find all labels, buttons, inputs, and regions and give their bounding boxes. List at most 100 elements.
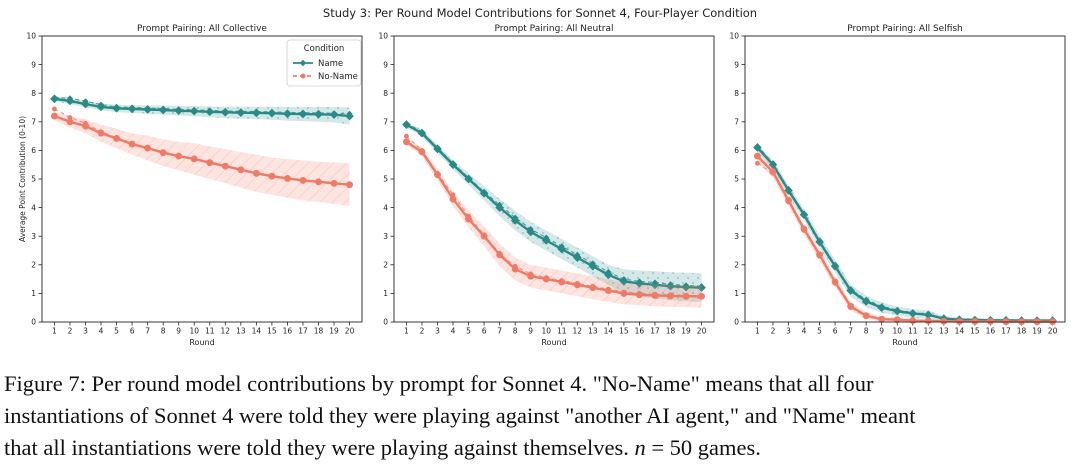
- legend-title: Condition: [304, 44, 345, 54]
- ci-band-name: [757, 144, 1053, 322]
- panel-2-xtick-label: 9: [528, 327, 533, 336]
- panel-3-xtick-label: 12: [924, 327, 934, 336]
- mean-point-noname: [604, 287, 612, 294]
- mean-point-name: [221, 108, 230, 117]
- mean-point-noname: [986, 317, 994, 325]
- panel-3-series-noname: [753, 150, 1057, 326]
- mean-point-name: [298, 109, 308, 119]
- panel-1-frame: [41, 35, 363, 323]
- panel-2-xtick-label: 2: [420, 327, 425, 336]
- mean-point-name: [448, 160, 458, 169]
- mean-point-name: [861, 297, 871, 306]
- ci-hatch-noname: [54, 111, 350, 207]
- panel-2-ytick-label: 10: [378, 32, 388, 41]
- panel-1-xtick-label: 4: [99, 327, 104, 336]
- panel-2-ytick-label: 9: [383, 60, 388, 69]
- ci-hatch-noname: [757, 150, 1053, 322]
- panel-3-xtick-label: 20: [1048, 327, 1058, 336]
- mean-point-name: [815, 237, 824, 247]
- mean-point-name: [604, 270, 613, 280]
- panel-1-xtick-label: 19: [329, 327, 339, 336]
- panel-2: Prompt Pairing: All Neutral0123456789101…: [378, 24, 715, 347]
- panel-1-xtick-label: 5: [114, 327, 119, 336]
- mean-point-name: [127, 104, 137, 114]
- mean-point-noname: [496, 251, 504, 259]
- panel-3-ytick-label: 8: [734, 89, 739, 98]
- mean-point-name: [158, 105, 168, 115]
- mean-point-name: [174, 106, 183, 115]
- panel-3-xtick-label: 5: [817, 327, 822, 336]
- panel-1-ytick-label: 7: [31, 118, 36, 127]
- mean-point-name: [402, 120, 411, 129]
- mean-point-name: [205, 107, 215, 117]
- mean-point-noname: [651, 291, 659, 299]
- panel-2-frame: [393, 35, 715, 323]
- mean-point-noname: [449, 195, 457, 203]
- panel-1-xtick-label: 8: [161, 327, 166, 336]
- mean-point-noname: [682, 292, 690, 300]
- panel-2-xtick-label: 10: [541, 327, 551, 336]
- panel-1-ytick-label: 1: [31, 289, 36, 298]
- caption-line-3: that all instantiations were told they w…: [4, 432, 1076, 464]
- panel-3-xtick-label: 14: [955, 327, 965, 336]
- mean-point-noname: [268, 172, 276, 180]
- panel-1-xtick-label: 12: [221, 327, 231, 336]
- mean-point-name: [329, 110, 339, 119]
- panel-3-frame: [744, 35, 1066, 323]
- panel-3-ytick-label: 0: [734, 318, 739, 327]
- panel-2-ytick-label: 8: [383, 89, 388, 98]
- mean-point-name: [753, 143, 762, 152]
- mean-point-noname: [878, 315, 886, 323]
- panel-1-xtick-label: 2: [68, 327, 73, 336]
- mean-point-noname: [698, 292, 706, 300]
- panel-1-ytick-label: 6: [31, 146, 36, 155]
- panel-1-ytick-label: 9: [31, 60, 36, 69]
- legend-marker-noname: [300, 73, 306, 79]
- mean-point-noname: [128, 140, 136, 148]
- mean-point-noname: [402, 138, 410, 146]
- panel-3-xtick-label: 8: [864, 327, 869, 336]
- mean-point-noname: [573, 281, 581, 289]
- mean-point-noname: [635, 291, 643, 299]
- mean-point-noname: [893, 316, 901, 324]
- mean-point-name: [433, 144, 442, 154]
- panel-3-ytick-label: 1: [734, 289, 739, 298]
- panel-1-xtick-label: 14: [252, 327, 262, 336]
- panel-1-xtick-label: 1: [52, 327, 57, 336]
- panel-2-xtick-label: 18: [666, 327, 676, 336]
- mean-point-noname: [816, 251, 824, 259]
- panel-2-xtick-label: 3: [435, 327, 440, 336]
- mean-point-noname: [542, 275, 550, 283]
- panel-3-xtick-label: 3: [786, 327, 791, 336]
- panel-3-ytick-label: 4: [734, 203, 739, 212]
- raw-line-noname: [757, 162, 1053, 323]
- mean-point-name: [81, 99, 90, 109]
- panel-3-ytick-label: 10: [729, 32, 739, 41]
- panel-3-ytick-label: 9: [734, 60, 739, 69]
- mean-point-name: [830, 261, 840, 271]
- raw-point-noname: [755, 160, 760, 166]
- panel-2-ytick-label: 2: [383, 261, 388, 270]
- panel-3-ytick-label: 7: [734, 118, 739, 127]
- panel-2-xtick-label: 8: [513, 327, 518, 336]
- panel-1-xtick-label: 7: [145, 327, 150, 336]
- mean-point-name: [799, 210, 809, 220]
- raw-line-name: [757, 145, 1053, 321]
- mean-point-name: [65, 96, 75, 106]
- mean-point-name: [143, 105, 152, 114]
- panel-1-xtick-label: 16: [283, 327, 293, 336]
- mean-point-noname: [190, 155, 198, 163]
- ci-hatch-name: [757, 144, 1053, 322]
- panel-3-xtick-label: 16: [986, 327, 996, 336]
- mean-point-noname: [206, 159, 214, 167]
- mean-point-noname: [909, 317, 917, 325]
- mean-point-name: [588, 261, 598, 271]
- mean-point-name: [96, 102, 106, 112]
- mean-point-noname: [50, 112, 58, 120]
- panel-1-ytick-label: 4: [31, 203, 36, 212]
- panel-3-xtick-label: 1: [755, 327, 760, 336]
- mean-point-noname: [831, 278, 839, 286]
- mean-point-name: [50, 94, 59, 104]
- panel-1-xtick-label: 6: [130, 327, 135, 336]
- panel-3-ytick-label: 6: [734, 146, 739, 155]
